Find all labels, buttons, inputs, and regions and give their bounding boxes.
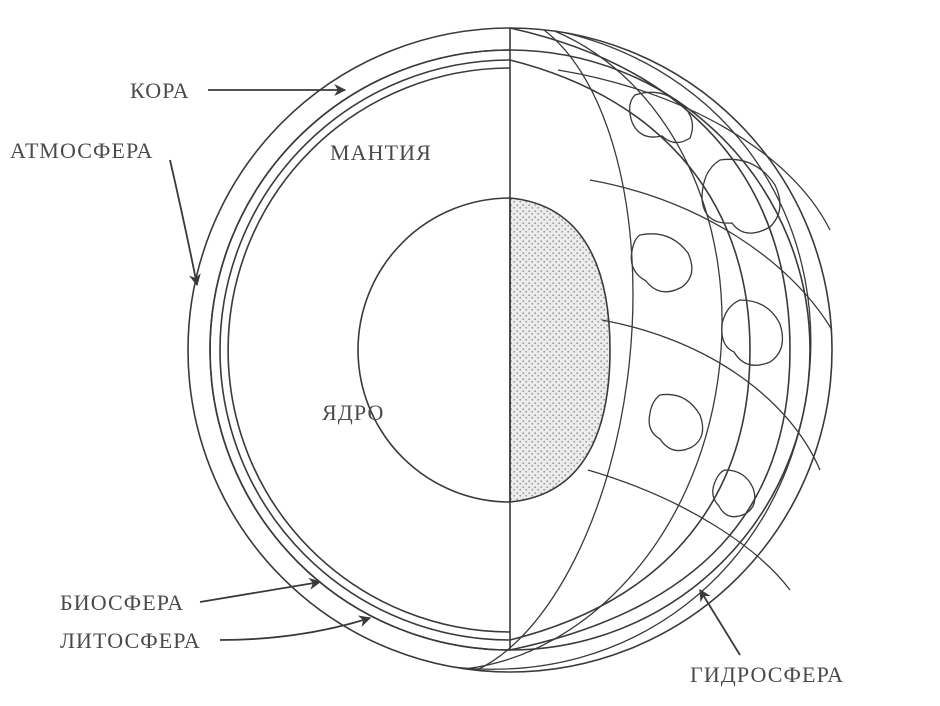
core-boundary-left [358, 198, 510, 502]
earth-layers-diagram: КОРА АТМОСФЕРА МАНТИЯ ЯДРО БИОСФЕРА ЛИТО… [0, 0, 940, 706]
label-atmosphere: АТМОСФЕРА [10, 138, 154, 163]
label-mantle: МАНТИЯ [330, 140, 432, 165]
label-hydrosphere: ГИДРОСФЕРА [690, 662, 844, 687]
core-3d-face [510, 198, 610, 502]
arrow-biosphere [200, 582, 320, 602]
label-core: ЯДРО [322, 400, 384, 425]
label-lithosphere: ЛИТОСФЕРА [60, 628, 201, 653]
continents [630, 92, 783, 516]
arrow-atmosphere [170, 160, 197, 285]
label-crust: КОРА [130, 78, 190, 103]
label-biosphere: БИОСФЕРА [60, 590, 184, 615]
arrow-hydrosphere [700, 590, 740, 655]
arrow-lithosphere [220, 618, 370, 640]
globe [188, 28, 861, 706]
